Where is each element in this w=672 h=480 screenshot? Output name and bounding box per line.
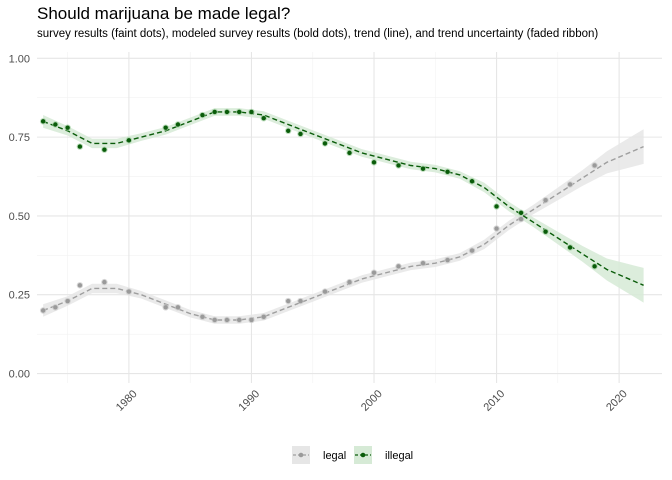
modeled-point-illegal (126, 138, 132, 143)
modeled-point-illegal (371, 160, 377, 165)
modeled-point-legal (224, 317, 230, 323)
modeled-point-legal (347, 279, 352, 285)
chart-title: Should marijuana be made legal? (37, 4, 291, 23)
modeled-point-illegal (567, 245, 573, 250)
modeled-point-illegal (77, 144, 83, 149)
x-tick-label: 2000 (359, 388, 385, 414)
trend-line-illegal (42, 111, 644, 286)
modeled-point-legal (200, 314, 205, 319)
legend-layer: legal illegal (292, 446, 413, 464)
y-tick-label: 1.00 (9, 53, 30, 65)
modeled-point-legal (40, 308, 46, 313)
modeled-point-illegal (469, 179, 475, 184)
modeled-point-legal (102, 279, 107, 285)
ribbon-layer (43, 108, 644, 324)
modeled-point-legal (298, 298, 303, 304)
modeled-point-legal (420, 261, 426, 266)
modeled-point-legal (237, 317, 242, 323)
y-tick-label: 0.75 (9, 132, 30, 144)
modeled-point-legal (65, 298, 70, 304)
modeled-point-illegal (175, 122, 181, 127)
modeled-point-illegal (286, 128, 291, 134)
modeled-point-illegal (53, 122, 58, 127)
modeled-point-illegal (592, 264, 597, 269)
modeled-point-illegal (65, 125, 70, 130)
modeled-point-legal (396, 264, 401, 269)
modeled-point-legal (445, 257, 450, 263)
line-layer (42, 111, 644, 321)
ribbon-illegal (43, 108, 644, 303)
modeled-point-illegal (200, 112, 205, 118)
modeled-point-illegal (40, 119, 46, 124)
modeled-point-legal (592, 163, 597, 168)
modeled-point-illegal (494, 204, 499, 209)
modeled-point-legal (175, 305, 181, 310)
x-tick-label: 2010 (482, 388, 508, 414)
legend-label-legal: legal (323, 450, 346, 462)
x-tick-label: 1980 (114, 388, 140, 414)
modeled-point-legal (212, 317, 217, 323)
modeled-point-legal (126, 289, 132, 294)
legend-key-point-legal (298, 452, 304, 458)
modeled-point-legal (543, 197, 548, 203)
modeled-point-illegal (322, 141, 328, 146)
modeled-point-illegal (102, 147, 107, 152)
modeled-point-legal (567, 182, 573, 187)
modeled-point-legal (469, 248, 475, 253)
legend-key-point-illegal (360, 452, 366, 458)
modeled-point-legal (77, 283, 83, 288)
modeled-point-illegal (518, 210, 524, 215)
legend-label-illegal: illegal (385, 450, 413, 462)
modeled-point-illegal (347, 150, 352, 156)
x-tick-label: 2020 (604, 388, 630, 414)
modeled-point-illegal (396, 163, 401, 168)
modeled-point-illegal (298, 131, 303, 137)
point-layer (39, 108, 598, 324)
y-tick-label: 0.50 (9, 211, 30, 223)
modeled-point-legal (371, 270, 377, 275)
modeled-point-illegal (543, 229, 548, 234)
modeled-point-illegal (420, 166, 426, 171)
modeled-point-illegal (163, 125, 168, 130)
modeled-point-illegal (212, 109, 217, 115)
chart-subtitle: survey results (faint dots), modeled sur… (37, 28, 599, 40)
modeled-point-illegal (224, 109, 230, 115)
modeled-point-legal (53, 305, 58, 310)
y-tick-label: 0.00 (9, 369, 30, 381)
modeled-point-legal (494, 226, 499, 231)
modeled-point-legal (249, 317, 254, 323)
x-tick-label: 1990 (236, 388, 262, 414)
modeled-point-legal (163, 305, 168, 310)
trend-line-legal (42, 145, 644, 321)
modeled-point-legal (286, 298, 291, 304)
modeled-point-illegal (445, 169, 450, 174)
ribbon-legal (43, 129, 644, 324)
modeled-point-illegal (261, 116, 266, 121)
modeled-point-legal (518, 216, 524, 222)
modeled-point-legal (322, 289, 328, 294)
modeled-point-legal (261, 314, 266, 319)
grid-layer (37, 52, 662, 383)
y-tick-label: 0.25 (9, 290, 30, 302)
modeled-point-illegal (237, 109, 242, 115)
axis-layer: 0.00 0.25 0.50 0.75 1.00 1980 1990 2000 2010 2020 (9, 53, 630, 413)
modeled-point-illegal (249, 109, 254, 115)
